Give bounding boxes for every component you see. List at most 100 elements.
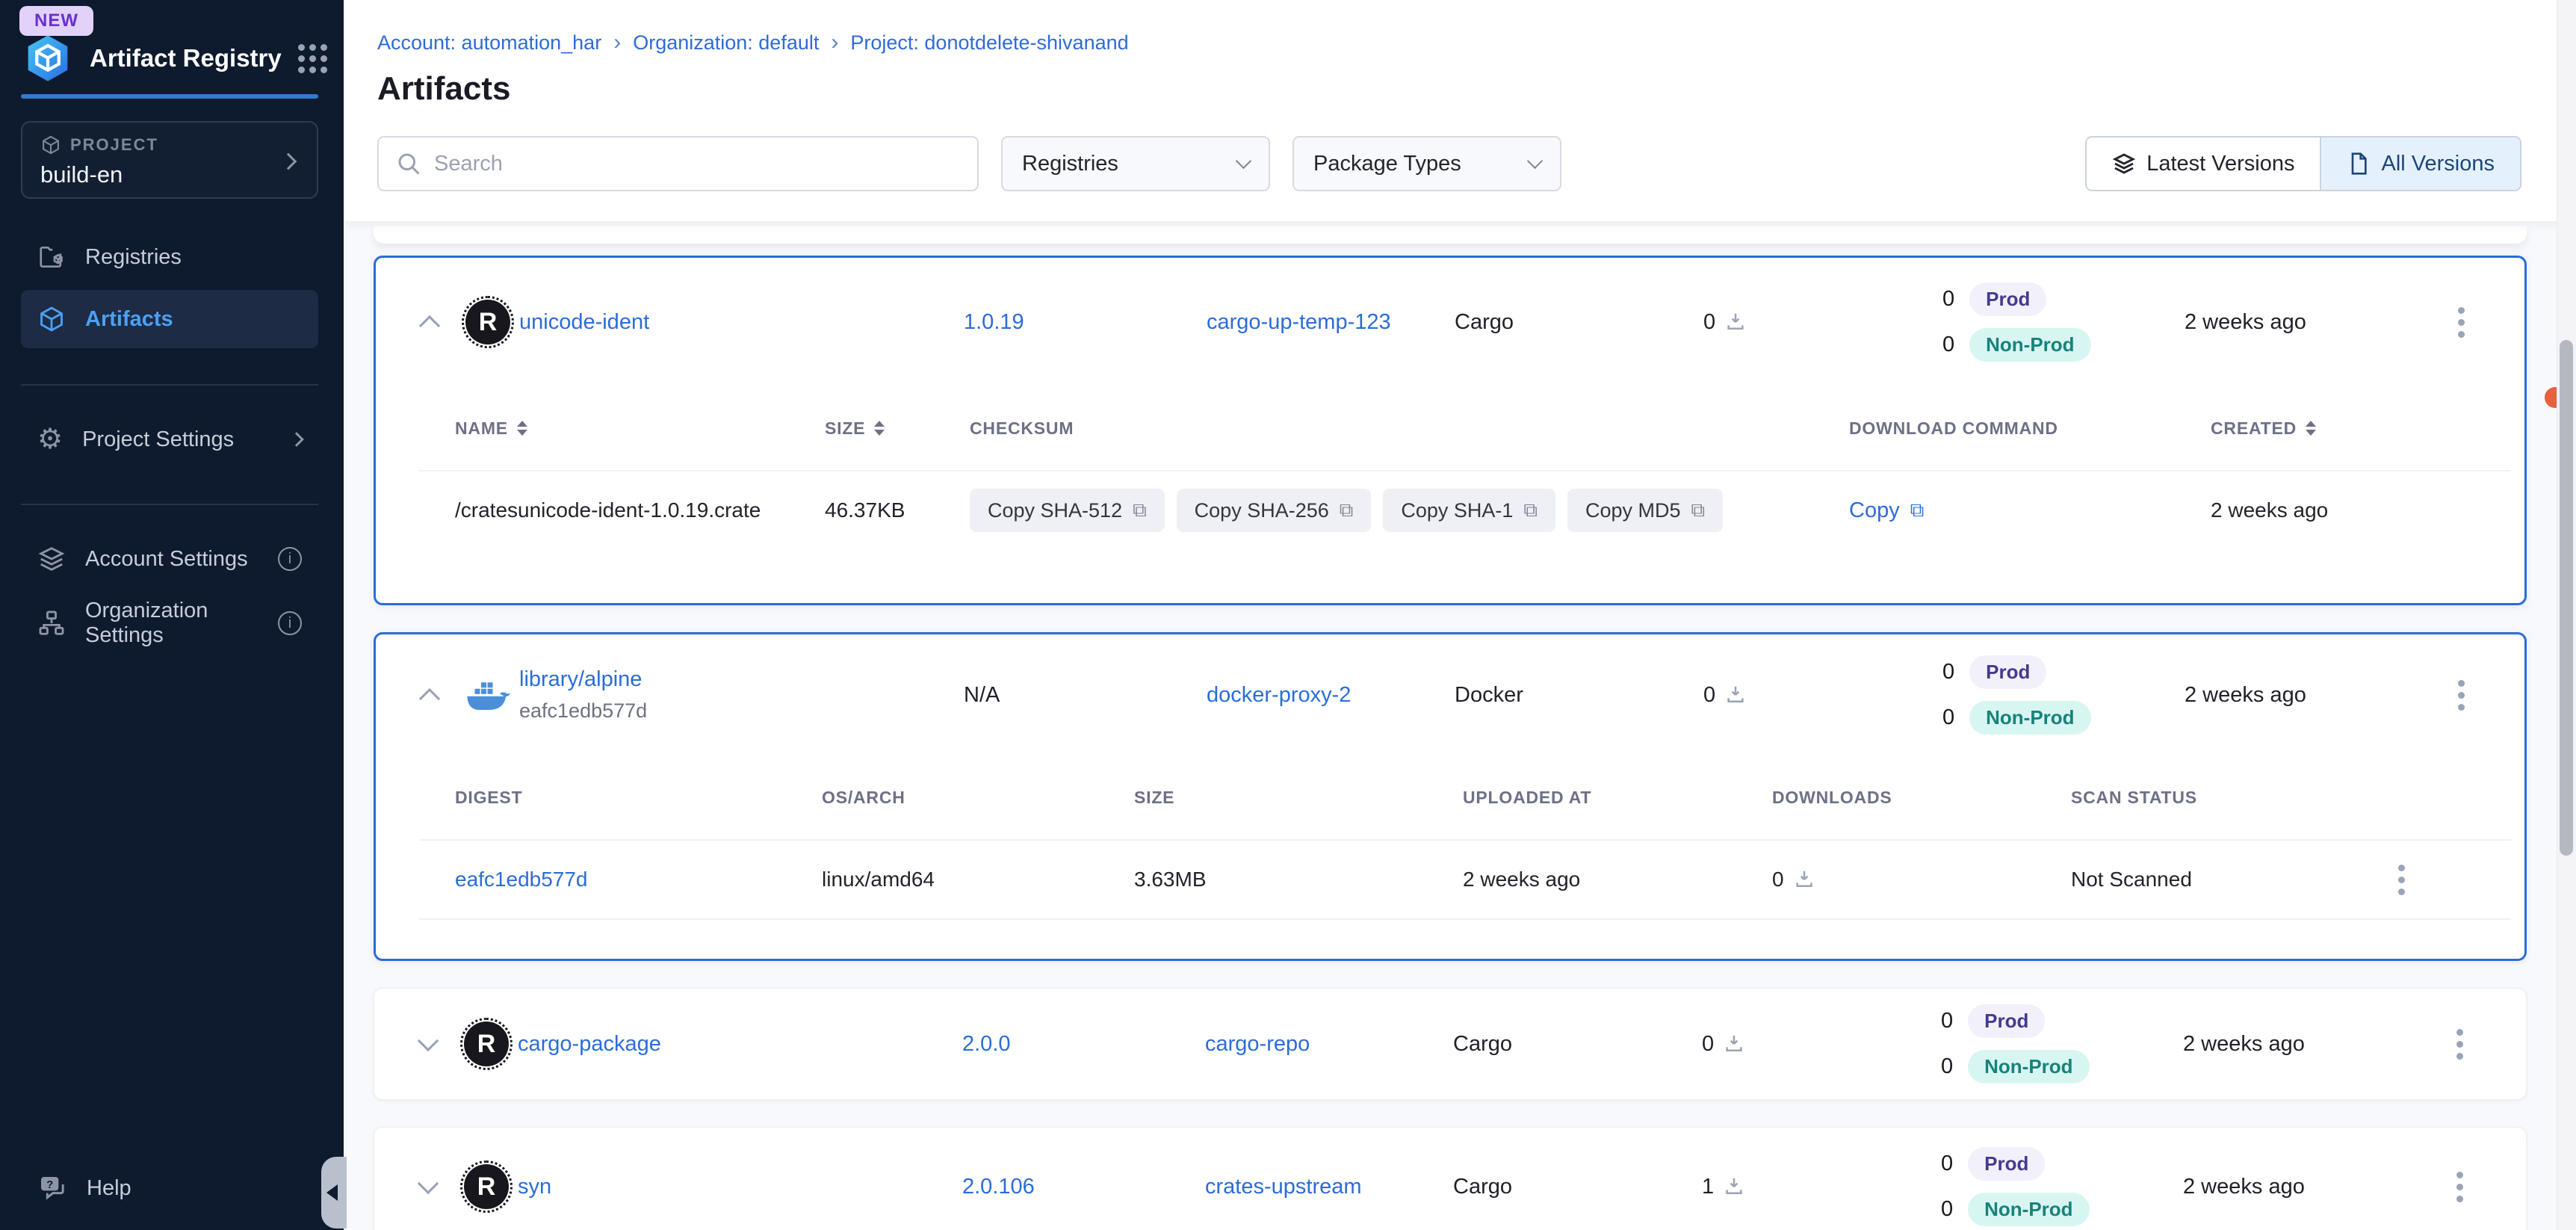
sidebar-collapse-handle[interactable] [321,1157,347,1229]
digest-size: 3.63MB [1134,868,1207,891]
help-button[interactable]: ? Help [21,1166,275,1211]
artifact-version: N/A [964,682,1000,707]
divider [419,470,2511,472]
sort-icon[interactable] [516,421,527,436]
expand-row-chevron-icon[interactable] [417,1172,439,1195]
download-icon [1726,1178,1742,1194]
breadcrumb-organization[interactable]: Organization: default [633,31,820,54]
download-count: 0 [1702,1031,1715,1056]
registries-select-label: Registries [1022,151,1118,176]
artifact-row: R cargo-package 2.0.0 cargo-repo Cargo 0… [374,989,2526,1099]
artifact-registry-link[interactable]: cargo-up-temp-123 [1207,309,1391,334]
org-chart-icon [39,611,64,635]
rust-package-icon: R [460,1161,513,1213]
copy-sha512-button[interactable]: Copy SHA-512 ⧉ [970,489,1165,532]
breadcrumb-separator: › [613,30,622,55]
nonprod-badge: Non-Prod [1969,701,2091,735]
package-type: Cargo [1455,309,1514,334]
artifact-name-link[interactable]: syn [518,1174,552,1199]
row-menu-kebab-icon[interactable] [2450,673,2473,718]
package-types-select-label: Package Types [1313,151,1461,176]
gear-icon: ⚙ [37,424,64,455]
breadcrumb-account[interactable]: Account: automation_har [377,31,602,54]
expand-row-chevron-icon[interactable] [417,1030,439,1052]
latest-versions-tab[interactable]: Latest Versions [2087,137,2320,190]
info-icon[interactable] [278,547,302,571]
sidebar-item-registries[interactable]: Registries [21,235,318,279]
artifact-name-link[interactable]: cargo-package [518,1031,661,1056]
sidebar: NEW Artifact Registry PROJECT build-en [0,0,344,1230]
package-type: Docker [1455,682,1523,707]
package-types-select[interactable]: Package Types [1292,136,1561,191]
copy-sha1-button[interactable]: Copy SHA-1 ⧉ [1383,489,1555,532]
digests-table-header: DIGEST OS/ARCH SIZE UPLOADED AT DOWNLOAD… [376,755,2524,839]
copy-sha256-button[interactable]: Copy SHA-256 ⧉ [1176,489,1372,532]
new-badge: NEW [19,6,93,36]
main-content: Account: automation_har › Organization: … [344,0,2576,1230]
info-icon[interactable] [278,611,302,635]
prod-badge: Prod [1968,1004,2046,1038]
row-menu-kebab-icon[interactable] [2449,1164,2471,1210]
col-uploaded-at: UPLOADED AT [1463,787,1592,807]
breadcrumb-project[interactable]: Project: donotdelete-shivanand [850,31,1129,54]
latest-versions-label: Latest Versions [2146,151,2295,176]
artifact-card-cargo-package: R cargo-package 2.0.0 cargo-repo Cargo 0… [374,988,2527,1100]
app-switcher-grid-icon[interactable] [297,43,327,73]
project-label: PROJECT [70,135,158,154]
artifact-card-library-alpine: library/alpine eafc1edb577d N/A docker-p… [374,632,2527,961]
project-selector[interactable]: PROJECT build-en [21,121,318,199]
artifact-registry-link[interactable]: crates-upstream [1205,1174,1362,1199]
copy-md5-button[interactable]: Copy MD5 ⧉ [1567,489,1724,532]
sidebar-item-label: Account Settings [85,546,248,571]
col-size[interactable]: SIZE [825,418,866,438]
package-type: Cargo [1453,1174,1512,1199]
copy-download-command-link[interactable]: Copy ⧉ [1849,498,1925,522]
artifact-registry-link[interactable]: docker-proxy-2 [1207,682,1352,707]
sidebar-item-artifacts[interactable]: Artifacts [21,290,318,348]
document-icon [2352,152,2368,175]
sidebar-item-organization-settings[interactable]: Organization Settings [21,599,318,647]
app-title: Artifact Registry [90,44,282,72]
prod-count: 0 [1942,287,1955,311]
copy-icon: ⧉ [1339,498,1354,521]
download-count: 1 [1702,1174,1715,1199]
prod-badge: Prod [1969,282,2047,316]
copy-icon: ⧉ [1133,498,1147,521]
sort-icon[interactable] [874,421,885,436]
row-menu-kebab-icon[interactable] [2449,1022,2471,1067]
digest-link[interactable]: eafc1edb577d [455,868,588,891]
registries-select[interactable]: Registries [1001,136,1270,191]
row-menu-kebab-icon[interactable] [2391,857,2413,903]
sidebar-divider [21,384,318,386]
sidebar-item-account-settings[interactable]: Account Settings [21,537,318,581]
row-menu-kebab-icon[interactable] [2450,300,2473,345]
package-type: Cargo [1453,1031,1512,1056]
filter-bar: Registries Package Types Latest Versions [377,136,2576,191]
col-download-command: DOWNLOAD COMMAND [1849,418,2058,438]
col-name[interactable]: NAME [455,418,508,438]
scrollbar-thumb[interactable] [2560,340,2573,856]
artifact-version-link[interactable]: 1.0.19 [964,309,1024,334]
sort-icon[interactable] [2306,421,2317,436]
col-created[interactable]: CREATED [2211,418,2297,438]
artifact-name-link[interactable]: unicode-ident [519,309,650,334]
all-versions-tab[interactable]: All Versions [2320,137,2520,190]
sidebar-item-project-settings[interactable]: ⚙ Project Settings [21,417,318,462]
artifact-version-link[interactable]: 2.0.106 [962,1174,1035,1199]
artifact-name-link[interactable]: library/alpine [519,667,643,691]
rust-package-icon: R [462,296,514,348]
artifact-list: R unicode-ident 1.0.19 cargo-up-temp-123… [344,221,2576,1230]
updated-time: 2 weeks ago [2183,1174,2305,1199]
col-scan-status: SCAN STATUS [2071,787,2197,807]
prod-count: 0 [1942,660,1955,684]
updated-time: 2 weeks ago [2185,682,2306,707]
file-created: 2 weeks ago [2211,498,2329,522]
artifact-registry-link[interactable]: cargo-repo [1205,1031,1310,1056]
collapse-row-chevron-icon[interactable] [418,687,441,710]
col-checksum: CHECKSUM [970,418,1074,438]
artifact-row: R syn 2.0.106 crates-upstream Cargo 1 0 … [374,1128,2526,1230]
collapse-row-chevron-icon[interactable] [418,315,441,337]
search-input[interactable] [434,151,971,176]
artifact-version-link[interactable]: 2.0.0 [962,1031,1011,1056]
breadcrumb-separator: › [831,30,839,55]
